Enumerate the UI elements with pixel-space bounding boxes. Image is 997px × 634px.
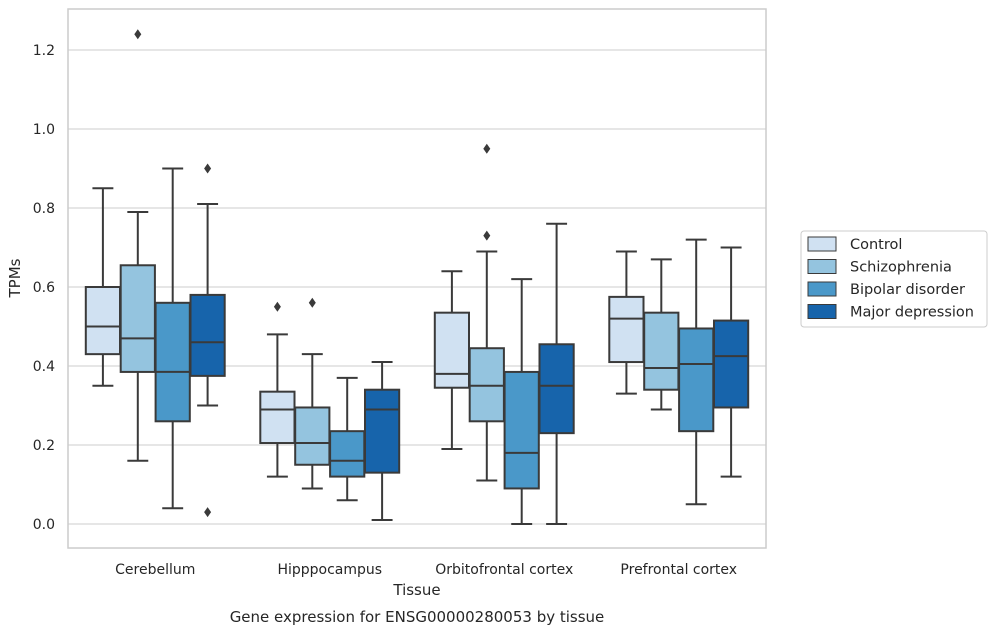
- box-2-0: [433, 270, 471, 450]
- y-tick-label: 1.2: [33, 43, 55, 59]
- y-tick-label: 0.4: [33, 359, 55, 375]
- box-3-0: [608, 250, 645, 395]
- box-1-1: [294, 297, 331, 490]
- legend-label: Schizophrenia: [850, 260, 952, 276]
- box-body: [678, 327, 715, 433]
- legend-label: Control: [850, 237, 902, 253]
- outlier-marker: [134, 29, 142, 40]
- box-1-0: [259, 301, 296, 478]
- box-body: [608, 295, 645, 364]
- legend: Control Schizophrenia Bipolar disorder Majo…: [800, 230, 988, 328]
- plot-frame-border: [67, 8, 767, 549]
- outlier-marker: [204, 163, 212, 174]
- legend-swatch: [807, 259, 837, 274]
- y-tick-label: 0.8: [33, 201, 55, 217]
- y-tick-labels: 0.0 0.2 0.4 0.6 0.8 1.0 1.2: [33, 43, 55, 533]
- y-tick-label: 0.2: [33, 438, 55, 454]
- outlier-marker: [273, 301, 281, 312]
- legend-item: Bipolar disorder: [807, 281, 965, 298]
- box-1-3: [363, 361, 401, 522]
- x-tick-label: Prefrontal cortex: [620, 562, 737, 578]
- box-3-1: [643, 258, 680, 411]
- box-body: [294, 406, 331, 466]
- box-body: [433, 311, 471, 389]
- legend-item: Control: [807, 236, 902, 253]
- legend-label: Bipolar disorder: [850, 282, 965, 298]
- box-body: [538, 343, 575, 435]
- box-body: [189, 293, 226, 377]
- box-0-3: [189, 163, 226, 518]
- outlier-marker: [204, 507, 212, 518]
- x-tick-labels: Cerebellum Hipppocampus Orbitofrontal cort…: [115, 562, 737, 578]
- box-body: [84, 286, 122, 356]
- legend-swatch: [807, 304, 837, 319]
- outlier-marker: [483, 143, 491, 154]
- box-body: [363, 388, 401, 474]
- box-3-2: [678, 238, 715, 506]
- box-body: [712, 319, 750, 409]
- y-tick-label: 0.6: [33, 280, 55, 296]
- box-groups: [84, 29, 750, 525]
- box-0-2: [154, 167, 191, 510]
- box-2-2: [503, 278, 540, 525]
- outlier-marker: [308, 297, 316, 308]
- legend-swatch: [807, 236, 837, 252]
- box-body: [119, 264, 156, 373]
- legend-label: Major depression: [850, 305, 974, 321]
- outlier-marker: [483, 230, 491, 241]
- chart-caption: Gene expression for ENSG00000280053 by t…: [230, 608, 605, 626]
- x-axis-label: Tissue: [392, 581, 440, 599]
- legend-swatch: [807, 281, 837, 297]
- box-body: [503, 370, 540, 490]
- y-tick-label: 0.0: [33, 517, 55, 533]
- x-tick-label: Cerebellum: [115, 562, 195, 578]
- y-tick-label: 1.0: [33, 122, 55, 138]
- box-2-3: [538, 222, 575, 525]
- box-0-0: [84, 187, 122, 387]
- box-body: [329, 430, 366, 478]
- box-0-1: [119, 29, 156, 462]
- box-2-1: [468, 143, 505, 482]
- box-1-2: [329, 376, 366, 502]
- plot-frame: [67, 8, 767, 549]
- box-body: [154, 301, 191, 423]
- x-tick-label: Orbitofrontal cortex: [435, 562, 573, 578]
- legend-frame: [800, 230, 988, 328]
- x-tick-label: Hipppocampus: [277, 562, 382, 578]
- box-3-3: [712, 246, 750, 478]
- y-axis-label: TPMs: [6, 258, 24, 298]
- box-body: [259, 390, 296, 445]
- legend-item: Major depression: [807, 304, 974, 321]
- box-body: [643, 311, 680, 391]
- legend-item: Schizophrenia: [807, 259, 952, 276]
